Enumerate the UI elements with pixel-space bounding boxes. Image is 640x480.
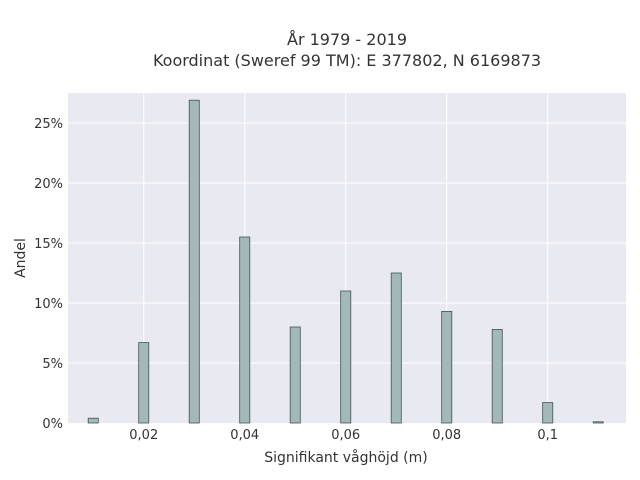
x-tick-label: 0,1 [537, 428, 558, 443]
bar [592, 421, 604, 424]
bar [340, 290, 352, 424]
bar [239, 236, 251, 424]
chart-title-line-1: År 1979 - 2019 [287, 30, 407, 49]
y-tick-labels: 0% 5% 10% 15% 20% 25% [34, 117, 63, 432]
x-tick-label: 0,04 [230, 428, 259, 443]
bar [542, 402, 554, 424]
bar [138, 342, 150, 424]
bars [87, 99, 604, 424]
x-tick-labels: 0,02 0,04 0,06 0,08 0,1 [129, 428, 558, 443]
x-tick-label: 0,08 [432, 428, 461, 443]
x-tick-label: 0,06 [331, 428, 360, 443]
y-tick-label: 0% [42, 417, 63, 432]
y-tick-label: 10% [34, 297, 63, 312]
chart-title-line-2: Koordinat (Sweref 99 TM): E 377802, N 61… [153, 51, 541, 70]
y-tick-label: 5% [42, 357, 63, 372]
bar [87, 417, 99, 424]
y-axis-title: Andel [13, 238, 29, 278]
x-axis-title: Signifikant våghöjd (m) [264, 449, 427, 466]
y-tick-label: 20% [34, 177, 63, 192]
bar [390, 272, 402, 424]
y-tick-label: 15% [34, 237, 63, 252]
bar [441, 310, 453, 424]
bar [491, 328, 503, 424]
bar [289, 326, 301, 424]
y-tick-label: 25% [34, 117, 63, 132]
x-tick-label: 0,02 [129, 428, 158, 443]
bar [188, 99, 200, 424]
